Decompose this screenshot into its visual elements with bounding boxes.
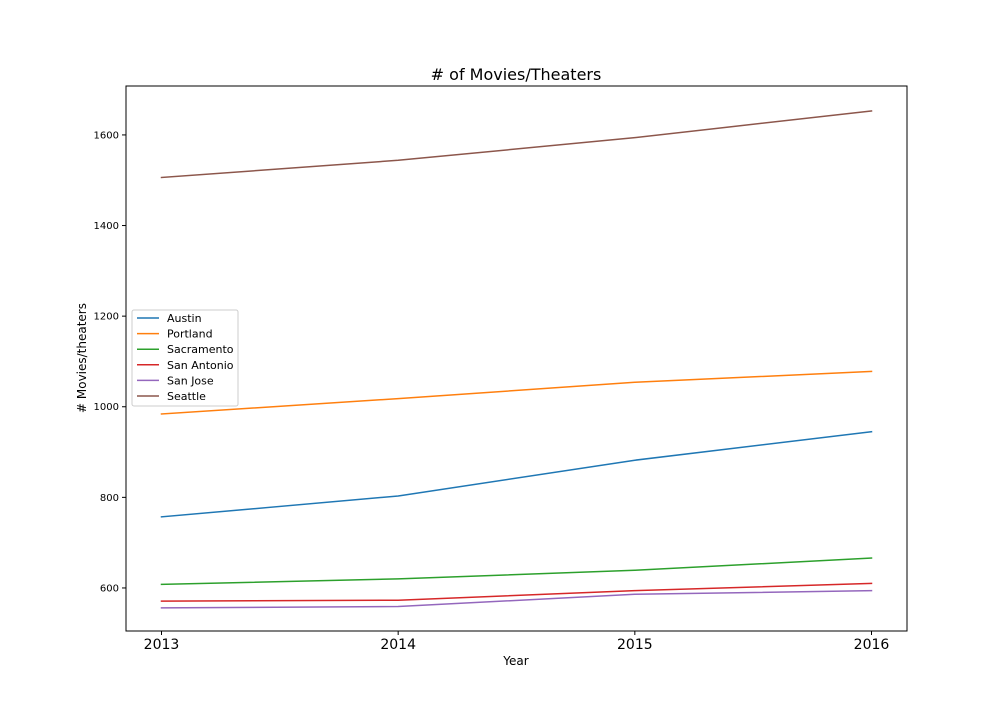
y-axis-label: # Movies/theaters (75, 303, 89, 413)
chart-title: # of Movies/Theaters (431, 65, 602, 84)
legend-label-san-antonio: San Antonio (167, 359, 234, 372)
axis-ticks: 2013 2014 2015 2016 600 800 1000 1200 1400 1600 (94, 130, 890, 653)
series-line-austin (160, 430, 873, 518)
x-tick-label: 2015 (617, 637, 653, 653)
x-tick-label: 2013 (144, 637, 180, 653)
y-tick-label: 800 (100, 493, 119, 504)
legend-label-sacramento: Sacramento (167, 343, 234, 356)
series-line-seattle (160, 110, 873, 179)
plot-area-frame (125, 85, 908, 632)
series-line-portland (160, 370, 873, 415)
x-axis-label: Year (502, 654, 528, 668)
legend-label-san-jose: San Jose (167, 374, 214, 387)
series-line-san-jose (160, 589, 873, 609)
x-tick-label: 2014 (380, 637, 416, 653)
series-line-sacramento (160, 557, 873, 586)
legend: Austin Portland Sacramento San Antonio San J… (131, 309, 239, 407)
series-layer (160, 110, 873, 609)
series-line-san-antonio (160, 582, 873, 602)
legend-label-austin: Austin (167, 312, 202, 325)
y-tick-label: 1000 (94, 402, 119, 413)
y-tick-label: 1600 (94, 130, 119, 141)
y-tick-label: 1200 (94, 312, 119, 323)
y-tick-label: 1400 (94, 221, 119, 232)
x-tick-label: 2016 (854, 637, 890, 653)
y-tick-label: 600 (100, 583, 119, 594)
legend-label-portland: Portland (167, 328, 213, 341)
legend-label-seattle: Seattle (167, 390, 206, 403)
